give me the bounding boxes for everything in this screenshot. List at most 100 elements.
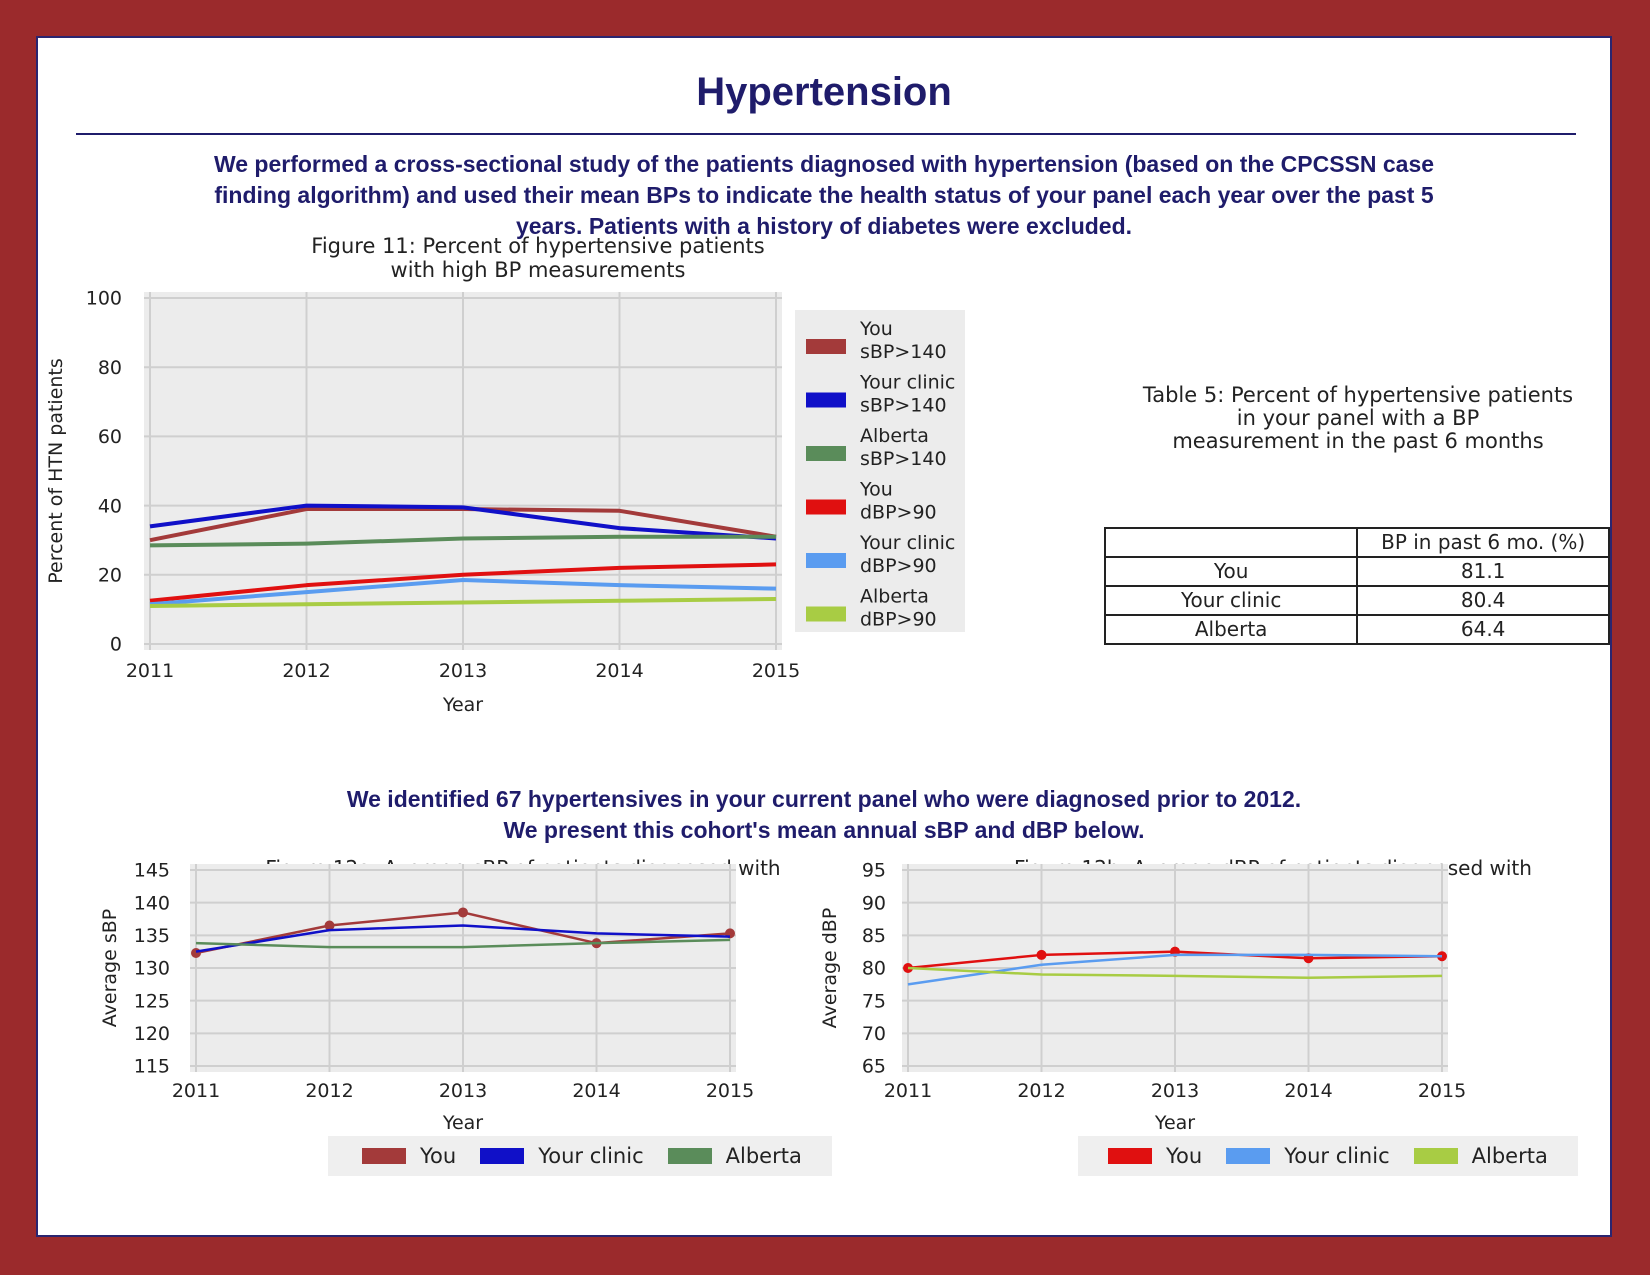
fig12b-series-line — [907, 966, 1443, 980]
fig12a-legend-swatch — [362, 1148, 406, 1164]
table-row-label: Your clinic — [1103, 585, 1359, 616]
fig12b-x-axis-label: Year — [1154, 1112, 1195, 1134]
fig12b-x-tick-label: 2015 — [1418, 1080, 1466, 1102]
fig12b-x-tick-label: 2011 — [884, 1080, 932, 1102]
table5-title: Table 5: Percent of hypertensive patient… — [1068, 384, 1648, 453]
fig12b-data-point — [1036, 949, 1047, 960]
table-row: Your clinic 80.4 — [1103, 585, 1610, 616]
fig11-y-tick-label: 60 — [98, 426, 122, 448]
fig12b-legend-item: You — [1108, 1144, 1202, 1168]
fig11-x-tick-label: 2015 — [752, 660, 800, 682]
report-panel: Hypertension We performed a cross-sectio… — [36, 36, 1612, 1237]
table-row: Alberta 64.4 — [1103, 614, 1610, 645]
fig11-legend-label: Your clinic — [859, 532, 955, 554]
fig12a-y-tick-label: 115 — [134, 1056, 170, 1078]
fig11-y-tick-label: 20 — [98, 564, 122, 586]
figure11-title-line2: with high BP measurements — [390, 258, 686, 282]
table-header-cell — [1103, 527, 1359, 558]
fig12b-x-tick-label: 2012 — [1017, 1080, 1065, 1102]
fig11-y-tick-label: 100 — [86, 288, 122, 310]
fig11-series-line — [149, 534, 776, 548]
fig11-legend-swatch — [806, 499, 846, 515]
fig12a-legend-swatch — [667, 1148, 712, 1164]
fig12a-y-tick-label: 120 — [134, 1023, 170, 1045]
fig11-x-tick-label: 2013 — [439, 660, 487, 682]
fig11-legend-label: dBP>90 — [860, 555, 937, 577]
figure12b-legend: You Your clinic Alberta — [1078, 1136, 1578, 1176]
fig12b-y-tick-label: 90 — [862, 892, 886, 914]
fig11-x-tick-label: 2011 — [126, 660, 174, 682]
fig11-legend-label: sBP>140 — [860, 448, 947, 470]
figure11-title-line1: Figure 11: Percent of hypertensive patie… — [311, 234, 765, 258]
fig12a-y-axis-label: Average sBP — [99, 909, 121, 1027]
figure11-title: Figure 11: Percent of hypertensive patie… — [198, 234, 878, 282]
fig12a-data-point — [324, 920, 335, 931]
fig12a-y-tick-label: 135 — [134, 925, 170, 947]
fig12a-legend-label: Alberta — [725, 1144, 802, 1168]
fig12a-y-tick-label: 140 — [134, 892, 170, 914]
cohort-text-line1: We identified 67 hypertensives in your c… — [346, 786, 1302, 812]
table-header-row: BP in past 6 mo. (%) — [1103, 527, 1610, 558]
fig11-legend-swatch — [806, 392, 846, 408]
table-row-label: You — [1103, 556, 1359, 587]
fig12a-legend-item: Alberta — [667, 1144, 802, 1168]
fig11-legend-label: sBP>140 — [860, 395, 947, 417]
fig12a-legend-item: You — [362, 1144, 456, 1168]
table-row-value: 80.4 — [1356, 585, 1610, 616]
fig11-legend-swatch — [806, 446, 846, 461]
fig11-y-tick-label: 40 — [98, 495, 122, 517]
fig11-x-axis-label: Year — [442, 694, 483, 716]
fig12a-y-tick-label: 125 — [134, 990, 170, 1012]
fig12b-y-tick-label: 65 — [862, 1056, 886, 1078]
fig12a-x-tick-label: 2013 — [439, 1080, 487, 1102]
table5-title-line1: Table 5: Percent of hypertensive patient… — [1142, 383, 1574, 407]
fig12b-x-tick-label: 2013 — [1151, 1080, 1199, 1102]
table-row: You 81.1 — [1103, 556, 1610, 587]
intro-paragraph: We performed a cross-sectional study of … — [38, 149, 1610, 242]
fig12b-y-tick-label: 75 — [862, 990, 886, 1012]
table5-title-line3: measurement in the past 6 months — [1172, 429, 1544, 453]
figure12a-chart: 2011 2012 2013 2014 2015 115 120 125 130 135 140 14… — [99, 860, 754, 1134]
figure12b-chart: 2011 2012 2013 2014 2015 65 70 75 80 85 90 95 Year Av… — [819, 860, 1466, 1134]
fig11-series-line — [149, 503, 777, 541]
table5-title-line2: in your panel with a BP — [1236, 406, 1480, 430]
fig11-series-line — [149, 597, 777, 608]
fig11-series-line — [149, 562, 777, 603]
fig12b-x-tick-label: 2014 — [1284, 1080, 1332, 1102]
fig11-legend-swatch — [806, 553, 846, 568]
fig11-legend-label: Alberta — [860, 425, 929, 447]
fig12a-x-axis-label: Year — [442, 1112, 483, 1134]
table-header-cell: BP in past 6 mo. (%) — [1356, 527, 1610, 558]
fig12a-y-tick-label: 130 — [134, 958, 170, 980]
fig12a-legend-label: You — [420, 1144, 457, 1168]
fig12a-legend-item: Your clinic — [480, 1144, 644, 1168]
fig12a-x-tick-label: 2012 — [305, 1080, 353, 1102]
fig11-y-tick-label: 0 — [110, 634, 122, 656]
fig11-legend-swatch — [806, 606, 846, 622]
fig12a-legend-label: Your clinic — [538, 1144, 644, 1168]
fig11-legend-label: dBP>90 — [860, 502, 937, 524]
fig11-legend-box — [795, 310, 965, 632]
fig11-x-tick-label: 2014 — [595, 660, 643, 682]
fig11-y-tick-label: 80 — [98, 357, 122, 379]
fig12b-y-tick-label: 70 — [862, 1023, 886, 1045]
fig12b-y-tick-label: 80 — [862, 958, 886, 980]
fig11-x-tick-label: 2012 — [282, 660, 330, 682]
fig12b-legend-label: Your clinic — [1284, 1144, 1390, 1168]
intro-text: We performed a cross-sectional study of … — [213, 151, 1435, 239]
figure12a-legend: You Your clinic Alberta — [328, 1136, 832, 1176]
table-row-value: 64.4 — [1356, 614, 1610, 645]
fig11-legend-label: Alberta — [860, 586, 929, 608]
fig12b-legend-swatch — [1108, 1148, 1152, 1164]
table-row-label: Alberta — [1103, 614, 1359, 645]
fig11-legend-swatch — [806, 339, 846, 354]
table-row-value: 81.1 — [1356, 556, 1610, 587]
figure11-chart: 2011 2012 2013 2014 2015 0 20 40 60 80 100 Year Perc… — [45, 288, 965, 716]
cohort-paragraph: We identified 67 hypertensives in your c… — [38, 784, 1610, 846]
table5: BP in past 6 mo. (%) You 81.1 Your clini… — [1103, 527, 1610, 645]
fig12b-legend-item: Your clinic — [1226, 1144, 1390, 1168]
fig11-legend-label: You — [859, 479, 893, 501]
fig12a-series-line — [195, 938, 731, 949]
page-title: Hypertension — [696, 70, 952, 114]
fig12b-legend-swatch — [1226, 1148, 1271, 1164]
